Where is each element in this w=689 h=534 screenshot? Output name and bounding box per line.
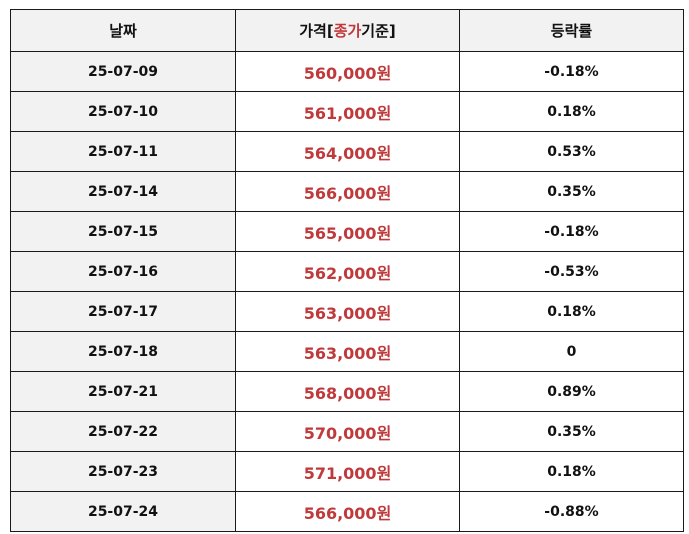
- change-cell: -0.18%: [459, 211, 684, 252]
- table-row: 25-07-21 568,000원 0.89%: [10, 371, 684, 412]
- price-cell: 563,000원: [235, 331, 460, 372]
- header-date: 날짜: [10, 9, 236, 52]
- price-table-container: 날짜 가격[종가기준] 등락률 25-07-09 560,000원 -0.18%…: [10, 9, 684, 532]
- change-cell: -0.18%: [459, 51, 684, 92]
- header-price: 가격[종가기준]: [235, 9, 460, 52]
- table-row: 25-07-15 565,000원 -0.18%: [10, 211, 684, 252]
- date-cell: 25-07-11: [10, 131, 236, 172]
- table-row: 25-07-18 563,000원 0: [10, 331, 684, 372]
- change-cell: 0.53%: [459, 131, 684, 172]
- date-cell: 25-07-18: [10, 331, 236, 372]
- price-cell: 566,000원: [235, 491, 460, 532]
- date-cell: 25-07-24: [10, 491, 236, 532]
- change-cell: 0: [459, 331, 684, 372]
- table-row: 25-07-24 566,000원 -0.88%: [10, 491, 684, 532]
- table-row: 25-07-17 563,000원 0.18%: [10, 291, 684, 332]
- table-row: 25-07-16 562,000원 -0.53%: [10, 251, 684, 292]
- change-cell: 0.18%: [459, 291, 684, 332]
- price-cell: 563,000원: [235, 291, 460, 332]
- date-cell: 25-07-16: [10, 251, 236, 292]
- price-cell: 571,000원: [235, 451, 460, 492]
- price-cell: 566,000원: [235, 171, 460, 212]
- table-header-row: 날짜 가격[종가기준] 등락률: [10, 9, 684, 52]
- price-cell: 564,000원: [235, 131, 460, 172]
- header-change: 등락률: [459, 9, 684, 52]
- change-cell: 0.18%: [459, 451, 684, 492]
- price-table: 날짜 가격[종가기준] 등락률 25-07-09 560,000원 -0.18%…: [10, 9, 684, 532]
- price-cell: 565,000원: [235, 211, 460, 252]
- table-row: 25-07-22 570,000원 0.35%: [10, 411, 684, 452]
- date-cell: 25-07-17: [10, 291, 236, 332]
- table-row: 25-07-14 566,000원 0.35%: [10, 171, 684, 212]
- header-price-suffix: 기준]: [361, 22, 396, 40]
- table-row: 25-07-23 571,000원 0.18%: [10, 451, 684, 492]
- date-cell: 25-07-21: [10, 371, 236, 412]
- change-cell: 0.89%: [459, 371, 684, 412]
- price-cell: 568,000원: [235, 371, 460, 412]
- change-cell: -0.53%: [459, 251, 684, 292]
- date-cell: 25-07-15: [10, 211, 236, 252]
- price-cell: 570,000원: [235, 411, 460, 452]
- price-cell: 562,000원: [235, 251, 460, 292]
- price-cell: 560,000원: [235, 51, 460, 92]
- table-row: 25-07-11 564,000원 0.53%: [10, 131, 684, 172]
- change-cell: -0.88%: [459, 491, 684, 532]
- date-cell: 25-07-09: [10, 51, 236, 92]
- header-price-highlight: 종가: [333, 22, 362, 40]
- date-cell: 25-07-23: [10, 451, 236, 492]
- date-cell: 25-07-22: [10, 411, 236, 452]
- table-row: 25-07-10 561,000원 0.18%: [10, 91, 684, 132]
- change-cell: 0.35%: [459, 171, 684, 212]
- price-cell: 561,000원: [235, 91, 460, 132]
- date-cell: 25-07-14: [10, 171, 236, 212]
- change-cell: 0.18%: [459, 91, 684, 132]
- table-row: 25-07-09 560,000원 -0.18%: [10, 51, 684, 92]
- date-cell: 25-07-10: [10, 91, 236, 132]
- change-cell: 0.35%: [459, 411, 684, 452]
- header-price-prefix: 가격[: [299, 22, 334, 40]
